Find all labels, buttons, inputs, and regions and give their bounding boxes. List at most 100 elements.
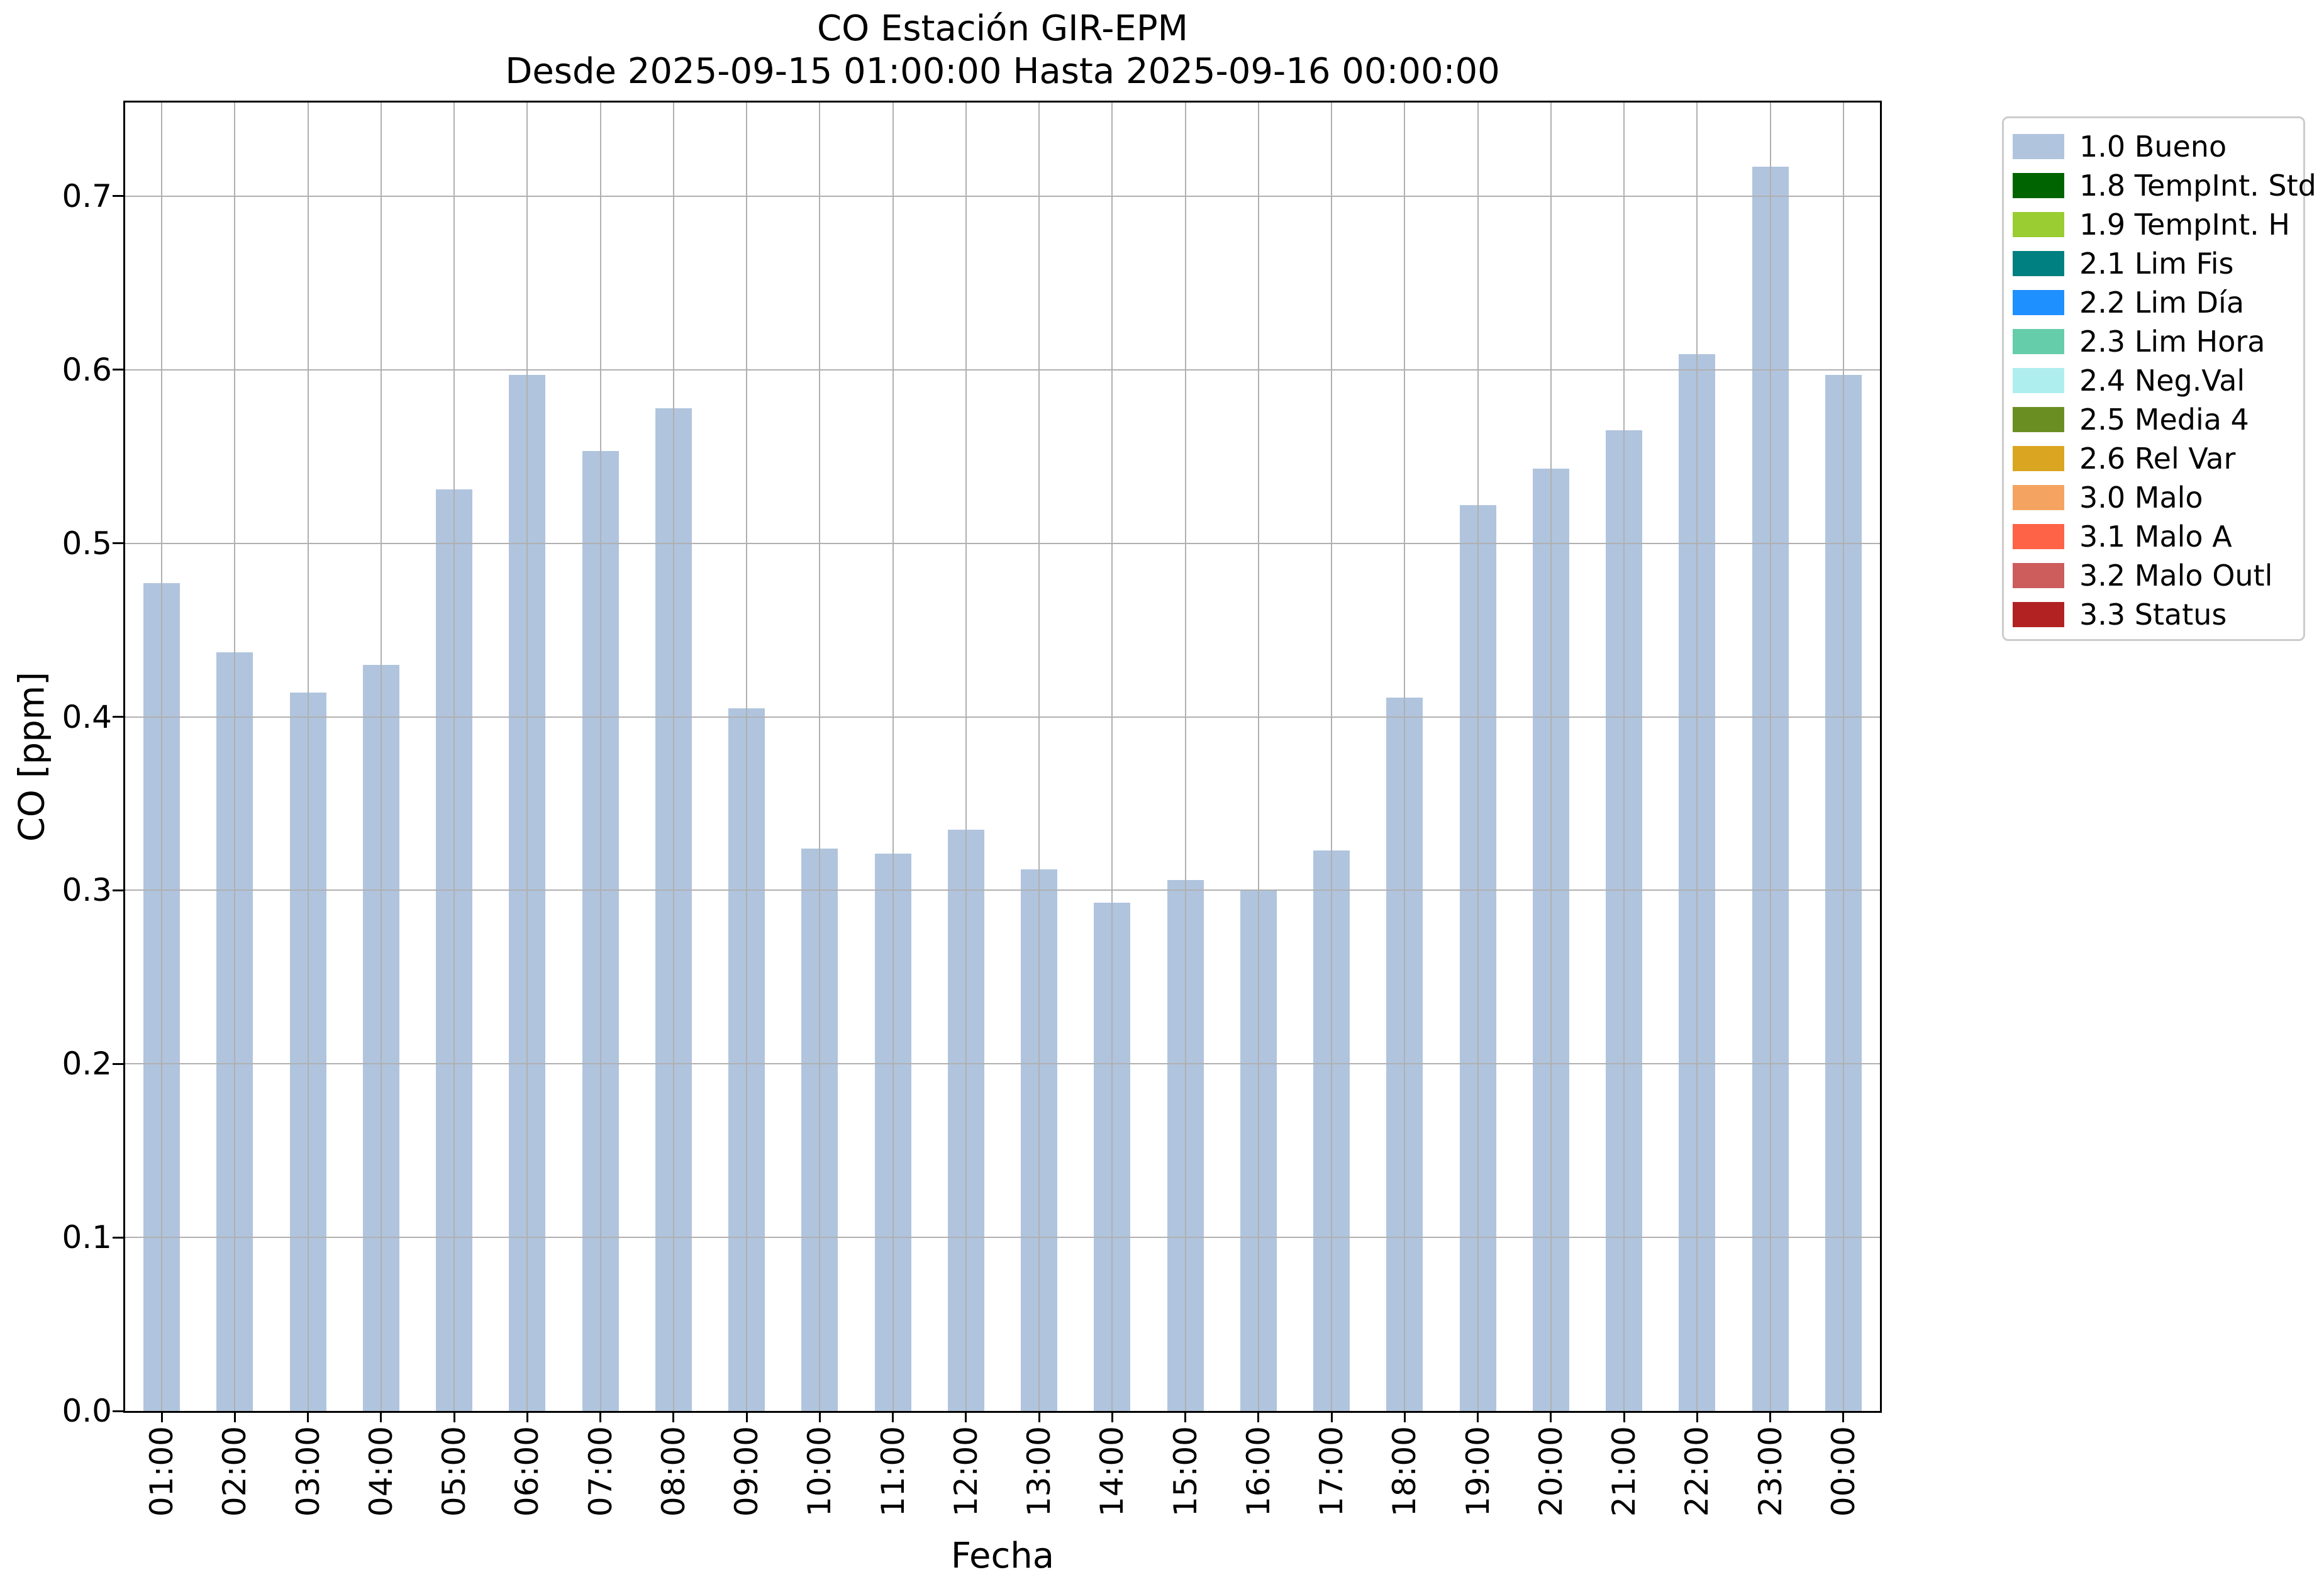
legend-label: 2.1 Lim Fis — [2079, 247, 2234, 281]
legend-swatch — [2013, 563, 2064, 588]
legend-swatch — [2013, 368, 2064, 393]
y-axis-label-text: CO [ppm] — [11, 671, 52, 842]
x-tick-mark — [599, 1413, 602, 1422]
x-tick-mark — [380, 1413, 382, 1422]
vertical-gridline — [1184, 103, 1186, 1411]
x-tick-mark — [1842, 1413, 1845, 1422]
x-tick-label-text: 02:00 — [216, 1426, 253, 1517]
vertical-gridline — [819, 103, 821, 1411]
x-tick-mark — [1477, 1413, 1479, 1422]
x-tick-label-text: 14:00 — [1094, 1426, 1131, 1517]
legend-row: 3.0 Malo — [2013, 478, 2303, 517]
legend-label: 1.0 Bueno — [2079, 130, 2227, 164]
x-tick-label-text: 07:00 — [582, 1426, 619, 1517]
vertical-gridline — [453, 103, 455, 1411]
y-tick-mark — [113, 889, 123, 891]
legend-swatch — [2013, 212, 2064, 237]
legend-label: 2.4 Neg.Val — [2079, 364, 2245, 398]
legend-label: 3.1 Malo A — [2079, 520, 2232, 554]
legend-swatch — [2013, 602, 2064, 627]
x-tick-mark — [1623, 1413, 1625, 1422]
x-tick-mark — [965, 1413, 967, 1422]
x-tick-label-text: 10:00 — [801, 1426, 838, 1517]
legend-swatch — [2013, 329, 2064, 354]
legend-swatch — [2013, 251, 2064, 276]
legend-label: 2.3 Lim Hora — [2079, 325, 2266, 359]
legend-label: 3.0 Malo — [2079, 481, 2203, 515]
x-tick-mark — [1111, 1413, 1113, 1422]
horizontal-gridline — [125, 542, 1880, 544]
y-tick-label: 0.1 — [62, 1219, 112, 1256]
x-tick-mark — [453, 1413, 455, 1422]
x-tick-mark — [1184, 1413, 1187, 1422]
legend-swatch — [2013, 134, 2064, 159]
y-tick-mark — [113, 542, 123, 545]
vertical-gridline — [1111, 103, 1113, 1411]
x-tick-mark — [1330, 1413, 1333, 1422]
legend-label: 1.9 TempInt. H — [2079, 208, 2290, 242]
x-tick-mark — [745, 1413, 748, 1422]
x-tick-mark — [160, 1413, 163, 1422]
horizontal-gridline — [125, 369, 1880, 371]
chart-subtitle: Desde 2025-09-15 01:00:00 Hasta 2025-09-… — [505, 51, 1500, 92]
x-tick-label-text: 08:00 — [655, 1426, 692, 1517]
vertical-gridline — [1769, 103, 1771, 1411]
y-tick-mark — [113, 716, 123, 718]
legend-swatch — [2013, 485, 2064, 510]
vertical-gridline — [234, 103, 236, 1411]
legend-label: 2.2 Lim Día — [2079, 286, 2245, 320]
legend-label: 2.5 Media 4 — [2079, 403, 2249, 437]
legend-row: 3.3 Status — [2013, 595, 2303, 634]
vertical-gridline — [1623, 103, 1625, 1411]
legend-row: 2.5 Media 4 — [2013, 400, 2303, 439]
legend-row: 3.2 Malo Outl — [2013, 556, 2303, 595]
legend-row: 2.3 Lim Hora — [2013, 322, 2303, 361]
vertical-gridline — [1842, 103, 1844, 1411]
legend-row: 1.8 TempInt. Std — [2013, 166, 2316, 205]
horizontal-gridline — [125, 195, 1880, 197]
legend-swatch — [2013, 173, 2064, 198]
x-tick-label-text: 18:00 — [1386, 1426, 1423, 1517]
legend-row: 2.1 Lim Fis — [2013, 244, 2303, 283]
x-tick-mark — [1550, 1413, 1552, 1422]
vertical-gridline — [1331, 103, 1333, 1411]
y-tick-mark — [113, 195, 123, 198]
x-tick-mark — [233, 1413, 236, 1422]
x-tick-label-text: 20:00 — [1532, 1426, 1569, 1517]
x-tick-label-text: 17:00 — [1313, 1426, 1350, 1517]
x-tick-label-text: 21:00 — [1606, 1426, 1643, 1517]
legend-swatch — [2013, 524, 2064, 549]
y-tick-mark — [113, 1410, 123, 1412]
vertical-gridline — [1696, 103, 1698, 1411]
x-tick-label-text: 05:00 — [436, 1426, 473, 1517]
x-tick-mark — [526, 1413, 528, 1422]
x-tick-mark — [1696, 1413, 1698, 1422]
x-tick-mark — [1257, 1413, 1260, 1422]
legend-row: 3.1 Malo A — [2013, 517, 2303, 556]
vertical-gridline — [1038, 103, 1040, 1411]
vertical-gridline — [672, 103, 674, 1411]
x-tick-label-text: 12:00 — [947, 1426, 984, 1517]
legend-row: 1.0 Bueno — [2013, 127, 2303, 166]
horizontal-gridline — [125, 1237, 1880, 1239]
legend-row: 2.4 Neg.Val — [2013, 361, 2303, 400]
vertical-gridline — [965, 103, 967, 1411]
legend: 1.0 Bueno 1.8 TempInt. Std 1.9 TempInt. H 2… — [2002, 116, 2316, 641]
y-tick-label: 0.3 — [62, 872, 112, 909]
x-tick-label-text: 13:00 — [1021, 1426, 1058, 1517]
y-tick-label: 0.6 — [62, 351, 112, 388]
x-tick-label-text: 09:00 — [728, 1426, 765, 1517]
legend-row: 2.6 Rel Var — [2013, 439, 2303, 478]
x-tick-label-text: 16:00 — [1240, 1426, 1277, 1517]
horizontal-gridline — [125, 716, 1880, 718]
vertical-gridline — [746, 103, 748, 1411]
legend-row: 2.2 Lim Día — [2013, 283, 2303, 322]
legend-label: 1.8 TempInt. Std — [2079, 169, 2316, 203]
x-tick-label-text: 01:00 — [143, 1426, 181, 1517]
vertical-gridline — [526, 103, 528, 1411]
y-tick-mark — [113, 369, 123, 371]
x-tick-mark — [818, 1413, 821, 1422]
legend-swatch — [2013, 290, 2064, 315]
y-tick-label: 0.0 — [62, 1393, 112, 1429]
